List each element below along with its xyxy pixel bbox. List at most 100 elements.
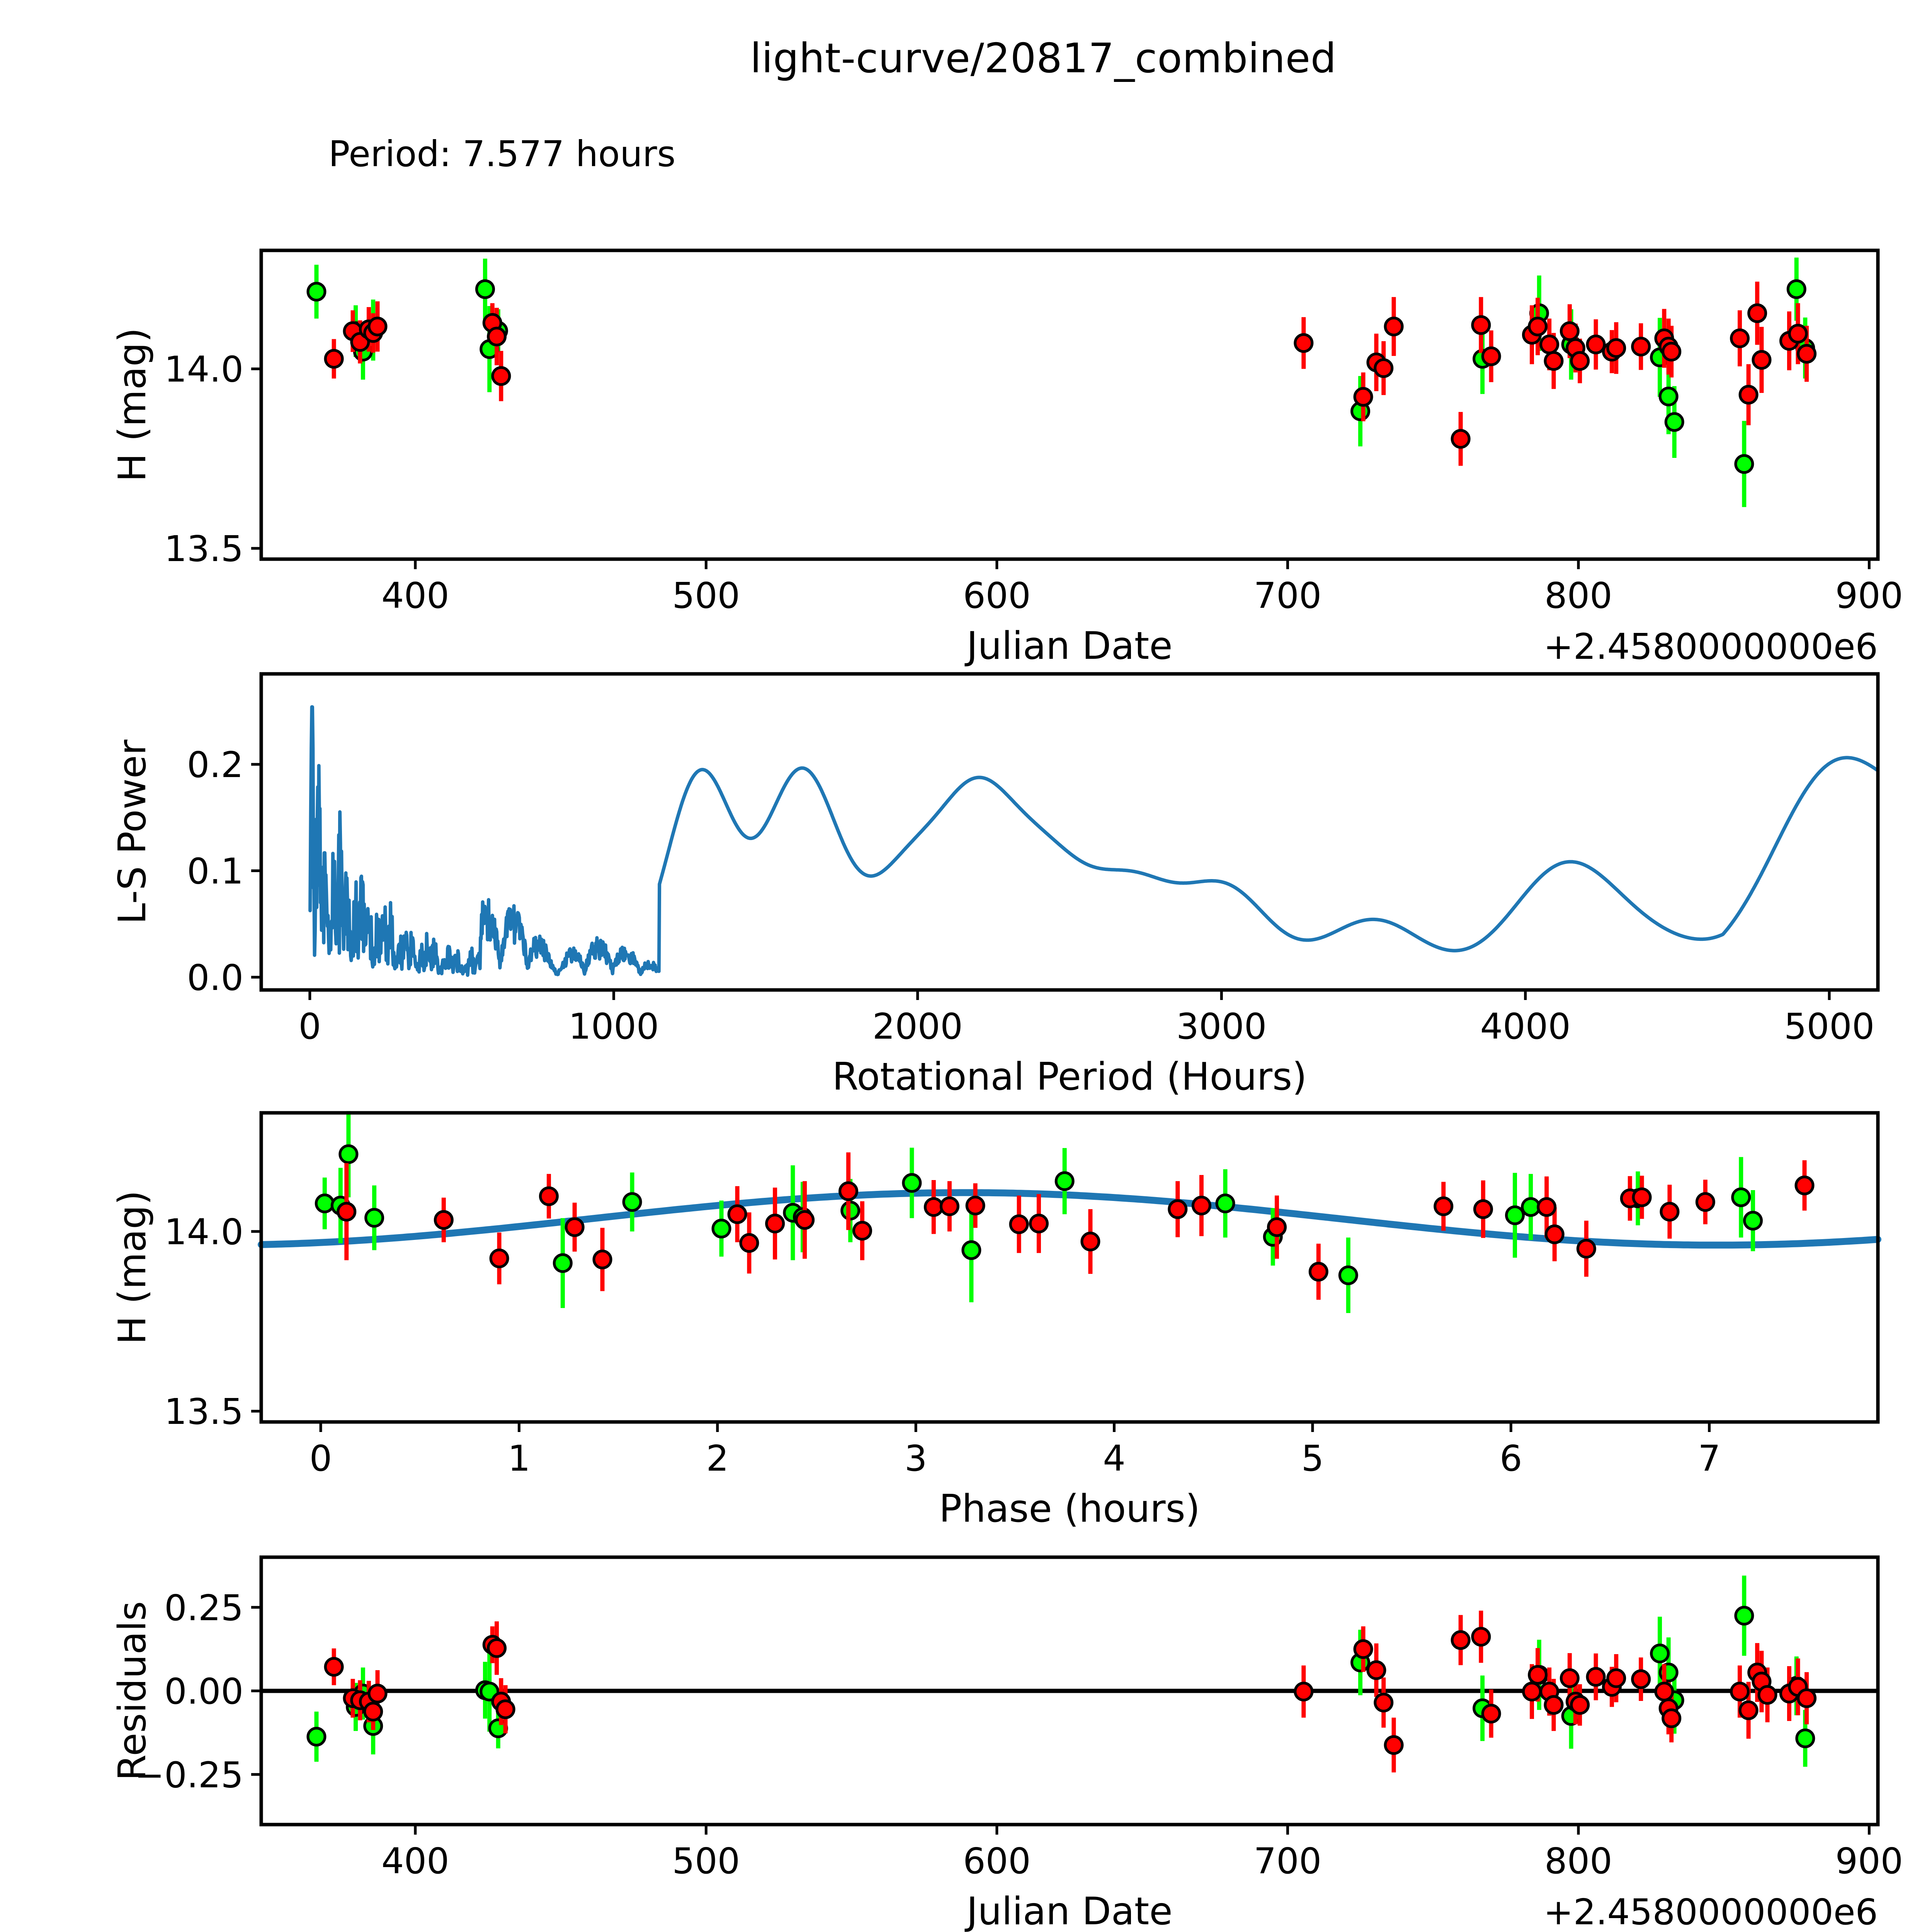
x-ticklabel: 3 xyxy=(905,1438,927,1479)
data-point xyxy=(1471,315,1491,335)
x-ticklabel: 400 xyxy=(381,575,449,616)
data-point xyxy=(324,1657,344,1677)
data-point xyxy=(1664,412,1684,432)
data-point xyxy=(495,1699,515,1719)
data-point xyxy=(489,1248,509,1269)
data-point xyxy=(965,1196,985,1216)
data-point xyxy=(306,282,327,302)
data-point xyxy=(739,1233,759,1253)
data-point xyxy=(1730,328,1750,349)
data-point xyxy=(1662,1708,1682,1728)
data-point xyxy=(565,1217,585,1237)
x-ticklabel: 0 xyxy=(310,1438,332,1479)
data-point xyxy=(1660,1202,1680,1222)
data-point xyxy=(1481,346,1501,366)
data-point xyxy=(434,1210,454,1230)
x-ticklabel: 800 xyxy=(1544,1840,1612,1882)
period-subtitle: Period: 7.577 hours xyxy=(328,133,676,175)
data-point xyxy=(1560,321,1580,341)
x-ticklabel: 4000 xyxy=(1480,1006,1571,1047)
y-ticklabel: −0.25 xyxy=(134,1754,243,1796)
x-axis-offset-label: +2.4580000000e6 xyxy=(1544,1891,1878,1932)
data-point xyxy=(1734,1605,1754,1626)
x-ticklabel: 600 xyxy=(963,1840,1031,1882)
data-point xyxy=(1738,1700,1759,1720)
x-ticklabel: 5 xyxy=(1301,1438,1324,1479)
data-series-red xyxy=(337,1152,1815,1300)
data-point xyxy=(1009,1214,1029,1234)
x-ticklabel: 400 xyxy=(381,1840,449,1882)
data-point xyxy=(1267,1217,1287,1237)
data-point xyxy=(1747,303,1767,323)
data-point xyxy=(1384,316,1404,337)
data-point xyxy=(1544,351,1564,371)
data-point xyxy=(711,1219,731,1239)
y-ticklabel: 0.00 xyxy=(164,1671,243,1712)
data-point xyxy=(1528,1665,1548,1685)
data-point xyxy=(727,1204,747,1224)
data-point xyxy=(475,279,495,299)
data-point xyxy=(1695,1192,1715,1212)
data-point xyxy=(324,349,344,369)
data-point xyxy=(1528,316,1548,337)
page-title: light-curve/20817_combined xyxy=(750,35,1337,82)
x-axis-label: Rotational Period (Hours) xyxy=(832,1055,1307,1099)
data-point xyxy=(1294,333,1314,353)
data-point xyxy=(852,1221,872,1241)
x-ticklabel: 800 xyxy=(1544,575,1612,616)
data-point xyxy=(1586,1667,1606,1687)
data-point xyxy=(1654,1682,1674,1702)
y-ticklabel: 0.1 xyxy=(187,851,243,892)
x-ticklabel: 700 xyxy=(1254,1840,1322,1882)
data-point xyxy=(1537,1197,1557,1217)
y-ticklabel: 0.2 xyxy=(187,744,243,786)
y-axis-label: L-S Power xyxy=(111,739,155,924)
x-ticklabel: 7 xyxy=(1698,1438,1721,1479)
data-point xyxy=(1576,1239,1596,1259)
data-point xyxy=(1662,342,1682,362)
axis-frame xyxy=(259,672,1880,992)
data-point xyxy=(553,1253,573,1273)
data-point xyxy=(306,1727,327,1747)
data-point xyxy=(1338,1265,1358,1285)
data-point xyxy=(902,1173,922,1193)
data-point xyxy=(1434,1196,1454,1216)
data-point xyxy=(491,366,511,386)
data-point xyxy=(1481,1704,1501,1724)
data-point xyxy=(1451,1630,1471,1650)
data-point xyxy=(1560,1668,1580,1688)
data-point xyxy=(1606,338,1626,358)
x-ticklabel: 900 xyxy=(1835,1840,1903,1882)
x-axis-label: Phase (hours) xyxy=(939,1487,1200,1531)
data-point xyxy=(592,1250,612,1270)
data-point xyxy=(1570,351,1590,371)
y-axis-label: H (mag) xyxy=(111,328,155,482)
x-ticklabel: 1 xyxy=(508,1438,531,1479)
data-point xyxy=(1752,350,1772,370)
x-ticklabel: 600 xyxy=(963,575,1031,616)
axis-frame xyxy=(259,1111,1880,1424)
data-point xyxy=(1631,1669,1651,1689)
data-point xyxy=(1353,1639,1373,1659)
data-point xyxy=(1734,454,1754,474)
x-ticklabel: 0 xyxy=(299,1006,321,1047)
data-point xyxy=(1731,1187,1751,1208)
x-ticklabel: 3000 xyxy=(1176,1006,1267,1047)
data-point xyxy=(364,1208,384,1228)
data-point xyxy=(961,1240,981,1260)
y-ticklabel: 14.0 xyxy=(164,349,243,390)
data-point xyxy=(1029,1214,1049,1234)
periodogram-curve xyxy=(308,705,1880,977)
data-point xyxy=(1570,1695,1590,1715)
data-point xyxy=(622,1192,642,1212)
data-point xyxy=(1632,1187,1652,1208)
data-point xyxy=(1631,337,1651,357)
y-axis-label: Residuals xyxy=(111,1601,155,1781)
data-point xyxy=(367,316,388,337)
x-ticklabel: 500 xyxy=(672,575,740,616)
x-ticklabel: 4 xyxy=(1103,1438,1126,1479)
x-ticklabel: 500 xyxy=(672,1840,740,1882)
